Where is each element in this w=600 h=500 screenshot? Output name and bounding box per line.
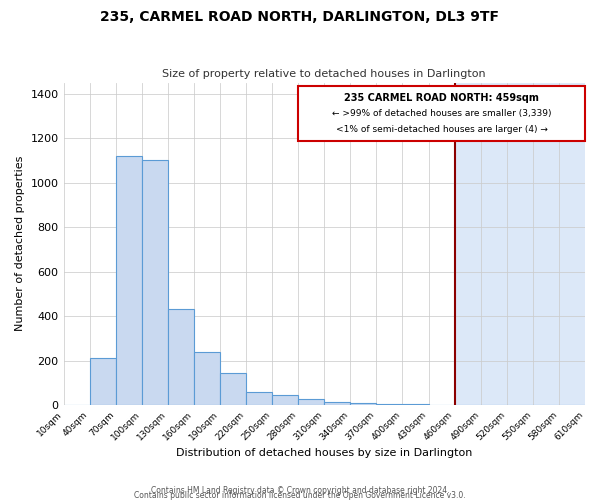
Bar	[220, 373, 246, 405]
Bar	[168, 310, 194, 405]
Text: <1% of semi-detached houses are larger (4) →: <1% of semi-detached houses are larger (…	[335, 125, 548, 134]
Text: Contains HM Land Registry data © Crown copyright and database right 2024.: Contains HM Land Registry data © Crown c…	[151, 486, 449, 495]
Text: 235 CARMEL ROAD NORTH: 459sqm: 235 CARMEL ROAD NORTH: 459sqm	[344, 93, 539, 103]
Bar	[350, 403, 376, 405]
X-axis label: Distribution of detached houses by size in Darlington: Distribution of detached houses by size …	[176, 448, 472, 458]
Bar	[298, 400, 324, 405]
Bar	[116, 156, 142, 405]
Bar	[376, 404, 403, 405]
Bar	[246, 392, 272, 405]
Bar	[194, 352, 220, 405]
Text: 235, CARMEL ROAD NORTH, DARLINGTON, DL3 9TF: 235, CARMEL ROAD NORTH, DARLINGTON, DL3 …	[101, 10, 499, 24]
Text: ← >99% of detached houses are smaller (3,339): ← >99% of detached houses are smaller (3…	[332, 109, 551, 118]
FancyBboxPatch shape	[298, 86, 585, 142]
Bar	[142, 160, 168, 405]
Bar	[324, 402, 350, 405]
Bar	[89, 358, 116, 405]
Title: Size of property relative to detached houses in Darlington: Size of property relative to detached ho…	[163, 69, 486, 79]
Bar	[403, 404, 428, 405]
Bar	[455, 82, 585, 405]
Y-axis label: Number of detached properties: Number of detached properties	[15, 156, 25, 332]
Text: Contains public sector information licensed under the Open Government Licence v3: Contains public sector information licen…	[134, 491, 466, 500]
Bar	[272, 395, 298, 405]
